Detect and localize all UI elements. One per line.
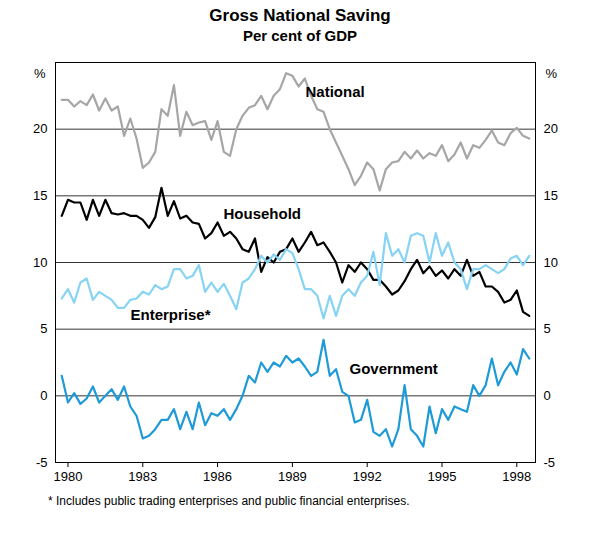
svg-text:5: 5 [544, 321, 551, 336]
svg-text:Household: Household [224, 205, 302, 222]
svg-text:1992: 1992 [353, 469, 382, 484]
html-text:* Includes public trading ente: * Includes public trading enterprises an… [48, 494, 410, 508]
svg-text:1986: 1986 [203, 469, 232, 484]
svg-text:0: 0 [544, 388, 551, 403]
svg-text:15: 15 [544, 188, 558, 203]
svg-text:Government: Government [350, 360, 438, 377]
svg-text:%: % [546, 66, 558, 81]
svg-text:1983: 1983 [128, 469, 157, 484]
svg-text:%: % [34, 66, 46, 81]
svg-text:0: 0 [40, 388, 47, 403]
svg-text:-5: -5 [36, 455, 48, 470]
svg-text:20: 20 [33, 121, 47, 136]
svg-text:-5: -5 [544, 455, 556, 470]
svg-text:1995: 1995 [428, 469, 457, 484]
html-text:Per cent of GDP: Per cent of GDP [242, 27, 358, 44]
svg-text:Enterprise*: Enterprise* [131, 306, 211, 323]
svg-text:15: 15 [33, 188, 47, 203]
svg-text:1980: 1980 [54, 469, 83, 484]
svg-text:10: 10 [544, 255, 558, 270]
svg-text:10: 10 [33, 255, 47, 270]
svg-text:5: 5 [40, 321, 47, 336]
svg-text:1998: 1998 [502, 469, 531, 484]
html-text:Gross National Saving: Gross National Saving [209, 6, 391, 25]
svg-text:20: 20 [544, 121, 558, 136]
svg-text:1989: 1989 [278, 469, 307, 484]
svg-text:National: National [306, 83, 365, 100]
